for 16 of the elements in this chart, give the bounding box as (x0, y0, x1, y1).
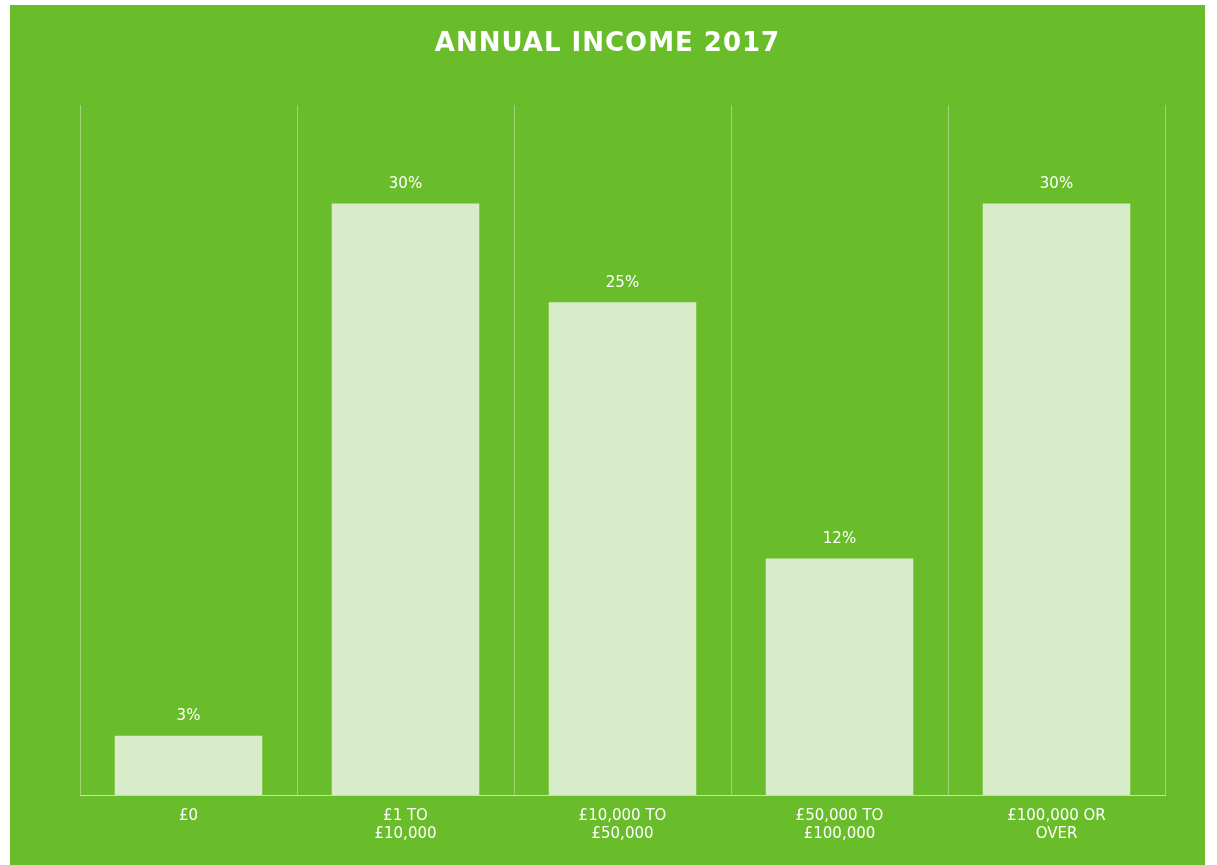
bar (114, 735, 263, 795)
bar (548, 302, 697, 795)
x-tick-label: £10,000 TO £50,000 (578, 805, 667, 842)
data-label: 12% (822, 528, 857, 547)
x-tick-label: £100,000 OR OVER (1007, 805, 1106, 842)
data-label: 30% (388, 173, 423, 192)
x-tick-label: £0 (178, 805, 199, 824)
bar (982, 203, 1131, 795)
bar (765, 558, 914, 795)
data-label: 30% (1039, 173, 1074, 192)
x-tick-label: £1 TO £10,000 (374, 805, 437, 842)
chart-title: ANNUAL INCOME 2017 (433, 27, 782, 57)
data-label: 3% (176, 706, 201, 725)
data-label: 25% (605, 272, 640, 291)
x-tick-label: £50,000 TO £100,000 (795, 805, 884, 842)
bar (331, 203, 480, 795)
